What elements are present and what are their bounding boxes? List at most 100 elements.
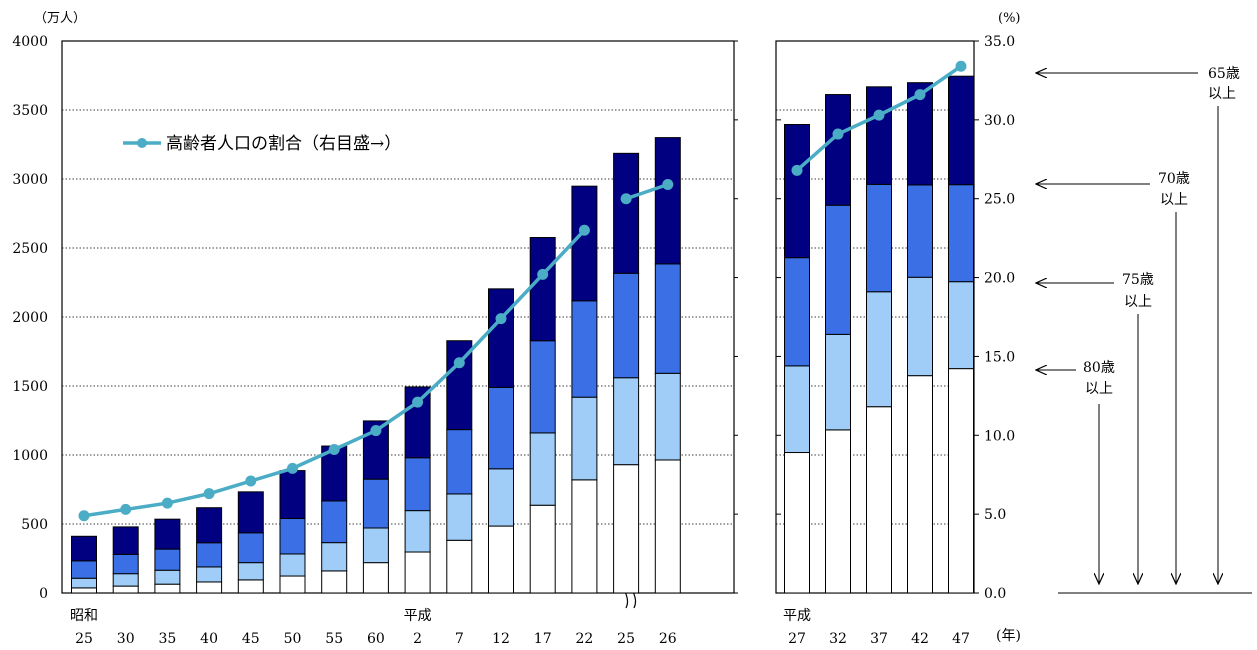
ratio-point <box>370 425 382 437</box>
bar-s75 <box>279 553 306 577</box>
x-tick-label: 2 <box>413 631 422 647</box>
bar-s70 <box>154 548 181 571</box>
bar-s70 <box>784 257 810 367</box>
plot-frame <box>61 40 735 594</box>
ratio-point <box>161 497 173 509</box>
bar-s75 <box>196 566 223 583</box>
bar-s80 <box>446 539 473 594</box>
ratio-point <box>245 475 257 487</box>
bar-s70 <box>196 542 223 568</box>
bar-s80 <box>613 464 640 594</box>
bar-s65 <box>784 123 810 259</box>
bar-s80 <box>866 406 892 594</box>
ann-70-line2: 以上 <box>1160 192 1188 208</box>
annotations: 65歳 以上 70歳 以上 75歳 以上 80歳 以上 <box>1036 66 1252 594</box>
x-tick-label: 26 <box>659 631 677 647</box>
bar-s75 <box>866 291 892 408</box>
x-tick-label: 12 <box>492 631 510 647</box>
ratio-point <box>120 503 132 515</box>
bar-s65 <box>488 288 514 388</box>
bar-s75 <box>529 432 556 506</box>
era-label: 昭和 <box>70 608 98 624</box>
ann-65-line1: 65歳 <box>1208 66 1240 82</box>
bar-s80 <box>404 551 431 594</box>
bar-s65 <box>321 445 348 502</box>
bar-s65 <box>279 470 306 519</box>
y-right-tick-label: 35.0 <box>984 34 1015 50</box>
bar-s75 <box>237 562 264 581</box>
bar-s75 <box>948 281 974 370</box>
bar-s65 <box>154 518 181 550</box>
bar-s65 <box>237 491 264 534</box>
era-label: 平成 <box>404 608 432 624</box>
ratio-point <box>873 109 885 121</box>
y-left-tick-label: 2000 <box>12 310 48 326</box>
x-tick-label: 25 <box>617 631 635 647</box>
x-tick-label: 7 <box>455 631 464 647</box>
y-left-tick-label: 1000 <box>12 448 48 464</box>
bar-s70 <box>279 517 306 555</box>
x-tick-label: 35 <box>158 631 176 647</box>
ratio-point <box>287 462 298 474</box>
x-tick-label: 25 <box>75 631 93 647</box>
ratio-point <box>203 488 215 500</box>
bar-s65 <box>654 137 681 265</box>
bar-s70 <box>907 184 933 278</box>
x-tick-label: 30 <box>117 631 135 647</box>
bar-s70 <box>825 204 851 335</box>
y-left-unit: （万人） <box>34 11 86 26</box>
x-tick-label: 37 <box>870 631 888 647</box>
bar-s75 <box>613 377 640 466</box>
y-left-tick-label: 0 <box>39 586 48 602</box>
y-left-tick-label: 3500 <box>12 103 48 119</box>
ratio-point <box>328 443 340 455</box>
bar-s65 <box>196 507 223 544</box>
y-right-tick-label: 20.0 <box>984 271 1015 287</box>
bar-s65 <box>613 152 640 274</box>
bar-s80 <box>488 525 514 594</box>
x-tick-label: 45 <box>242 631 260 647</box>
ratio-point <box>495 313 507 325</box>
ann-75-line1: 75歳 <box>1122 272 1154 288</box>
bar-s75 <box>825 333 851 431</box>
ann-80-line2: 以上 <box>1085 381 1113 397</box>
bar-s80 <box>784 452 810 594</box>
ann-80-line1: 80歳 <box>1083 360 1115 376</box>
x-tick-label: 60 <box>367 631 385 647</box>
bar-s70 <box>321 500 348 544</box>
ratio-point <box>78 510 90 522</box>
bar-s80 <box>112 585 139 594</box>
bar-s70 <box>237 532 264 564</box>
ratio-point <box>620 193 632 205</box>
x-tick-label: 50 <box>284 631 302 647</box>
x-tick-label: 27 <box>788 631 806 647</box>
y-right-tick-label: 25.0 <box>984 192 1015 208</box>
y-right-tick-label: 15.0 <box>984 349 1015 365</box>
bar-s80 <box>321 570 348 594</box>
bar-s65 <box>825 94 851 206</box>
y-left-tick-label: 3000 <box>12 172 48 188</box>
bar-s65 <box>529 237 556 342</box>
x-unit: (年) <box>996 628 1021 644</box>
bar-s70 <box>488 386 514 470</box>
bar-s75 <box>71 577 97 589</box>
y-right-unit: (%) <box>998 11 1021 26</box>
ratio-point <box>537 268 549 280</box>
bar-s70 <box>866 183 892 293</box>
y-right-tick-label: 5.0 <box>984 507 1006 523</box>
bar-s80 <box>362 562 389 594</box>
bar-s70 <box>362 478 389 529</box>
bar-s65 <box>866 86 892 185</box>
ann-75-line2: 以上 <box>1124 294 1152 310</box>
bar-s80 <box>825 429 851 594</box>
x-tick-label: 42 <box>911 631 929 647</box>
y-right-tick-label: 0.0 <box>984 586 1006 602</box>
ratio-point <box>914 89 926 101</box>
bar-s70 <box>71 560 97 579</box>
ann-65-line2: 以上 <box>1208 86 1236 102</box>
x-tick-label: 32 <box>829 631 847 647</box>
bar-s80 <box>907 375 933 594</box>
y-left-tick-label: 500 <box>21 517 48 533</box>
bar-s75 <box>404 510 431 553</box>
